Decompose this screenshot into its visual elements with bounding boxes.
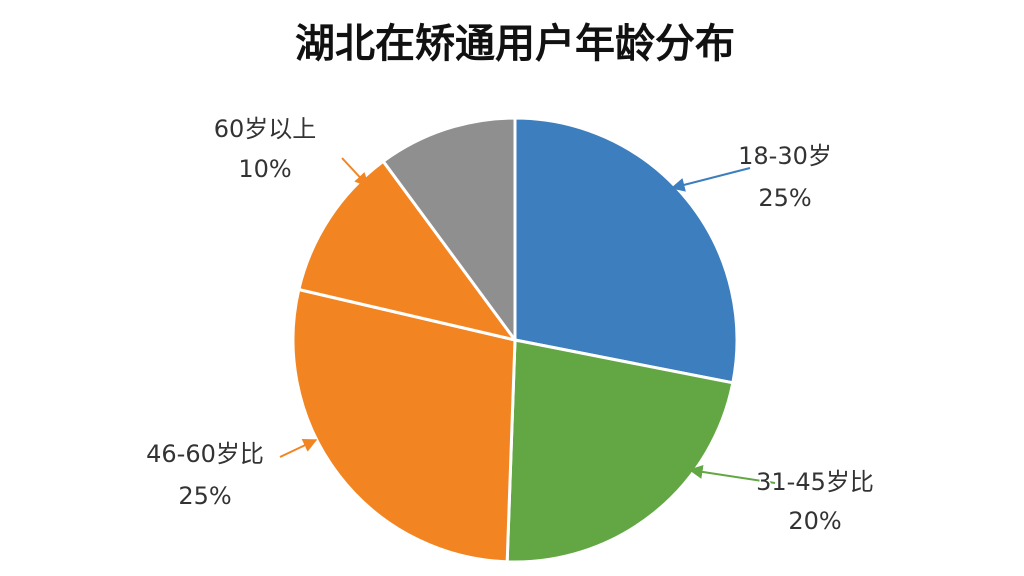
slice-value-label: 25% [178, 482, 231, 510]
slice-label: 46-60岁比 [146, 440, 264, 468]
slice-label: 60岁以上 [214, 115, 317, 143]
pie-slice [513, 116, 739, 385]
leader-arrow [688, 464, 776, 484]
slice-value-label: 20% [788, 507, 841, 535]
pie-slice [291, 287, 517, 564]
slice-label: 18-30岁 [738, 142, 832, 170]
pie-slice [505, 338, 735, 564]
pie-slice [297, 159, 519, 343]
slice-label: 31-45岁比 [756, 468, 874, 496]
slice-value-label: 10% [238, 155, 291, 183]
leader-arrow [670, 167, 751, 192]
leader-arrow [341, 157, 369, 188]
chart-title: 湖北在矫通用户年龄分布 [295, 21, 735, 67]
pie-slice [381, 116, 517, 345]
leader-arrow [279, 439, 318, 458]
slice-value-label: 25% [758, 184, 811, 212]
